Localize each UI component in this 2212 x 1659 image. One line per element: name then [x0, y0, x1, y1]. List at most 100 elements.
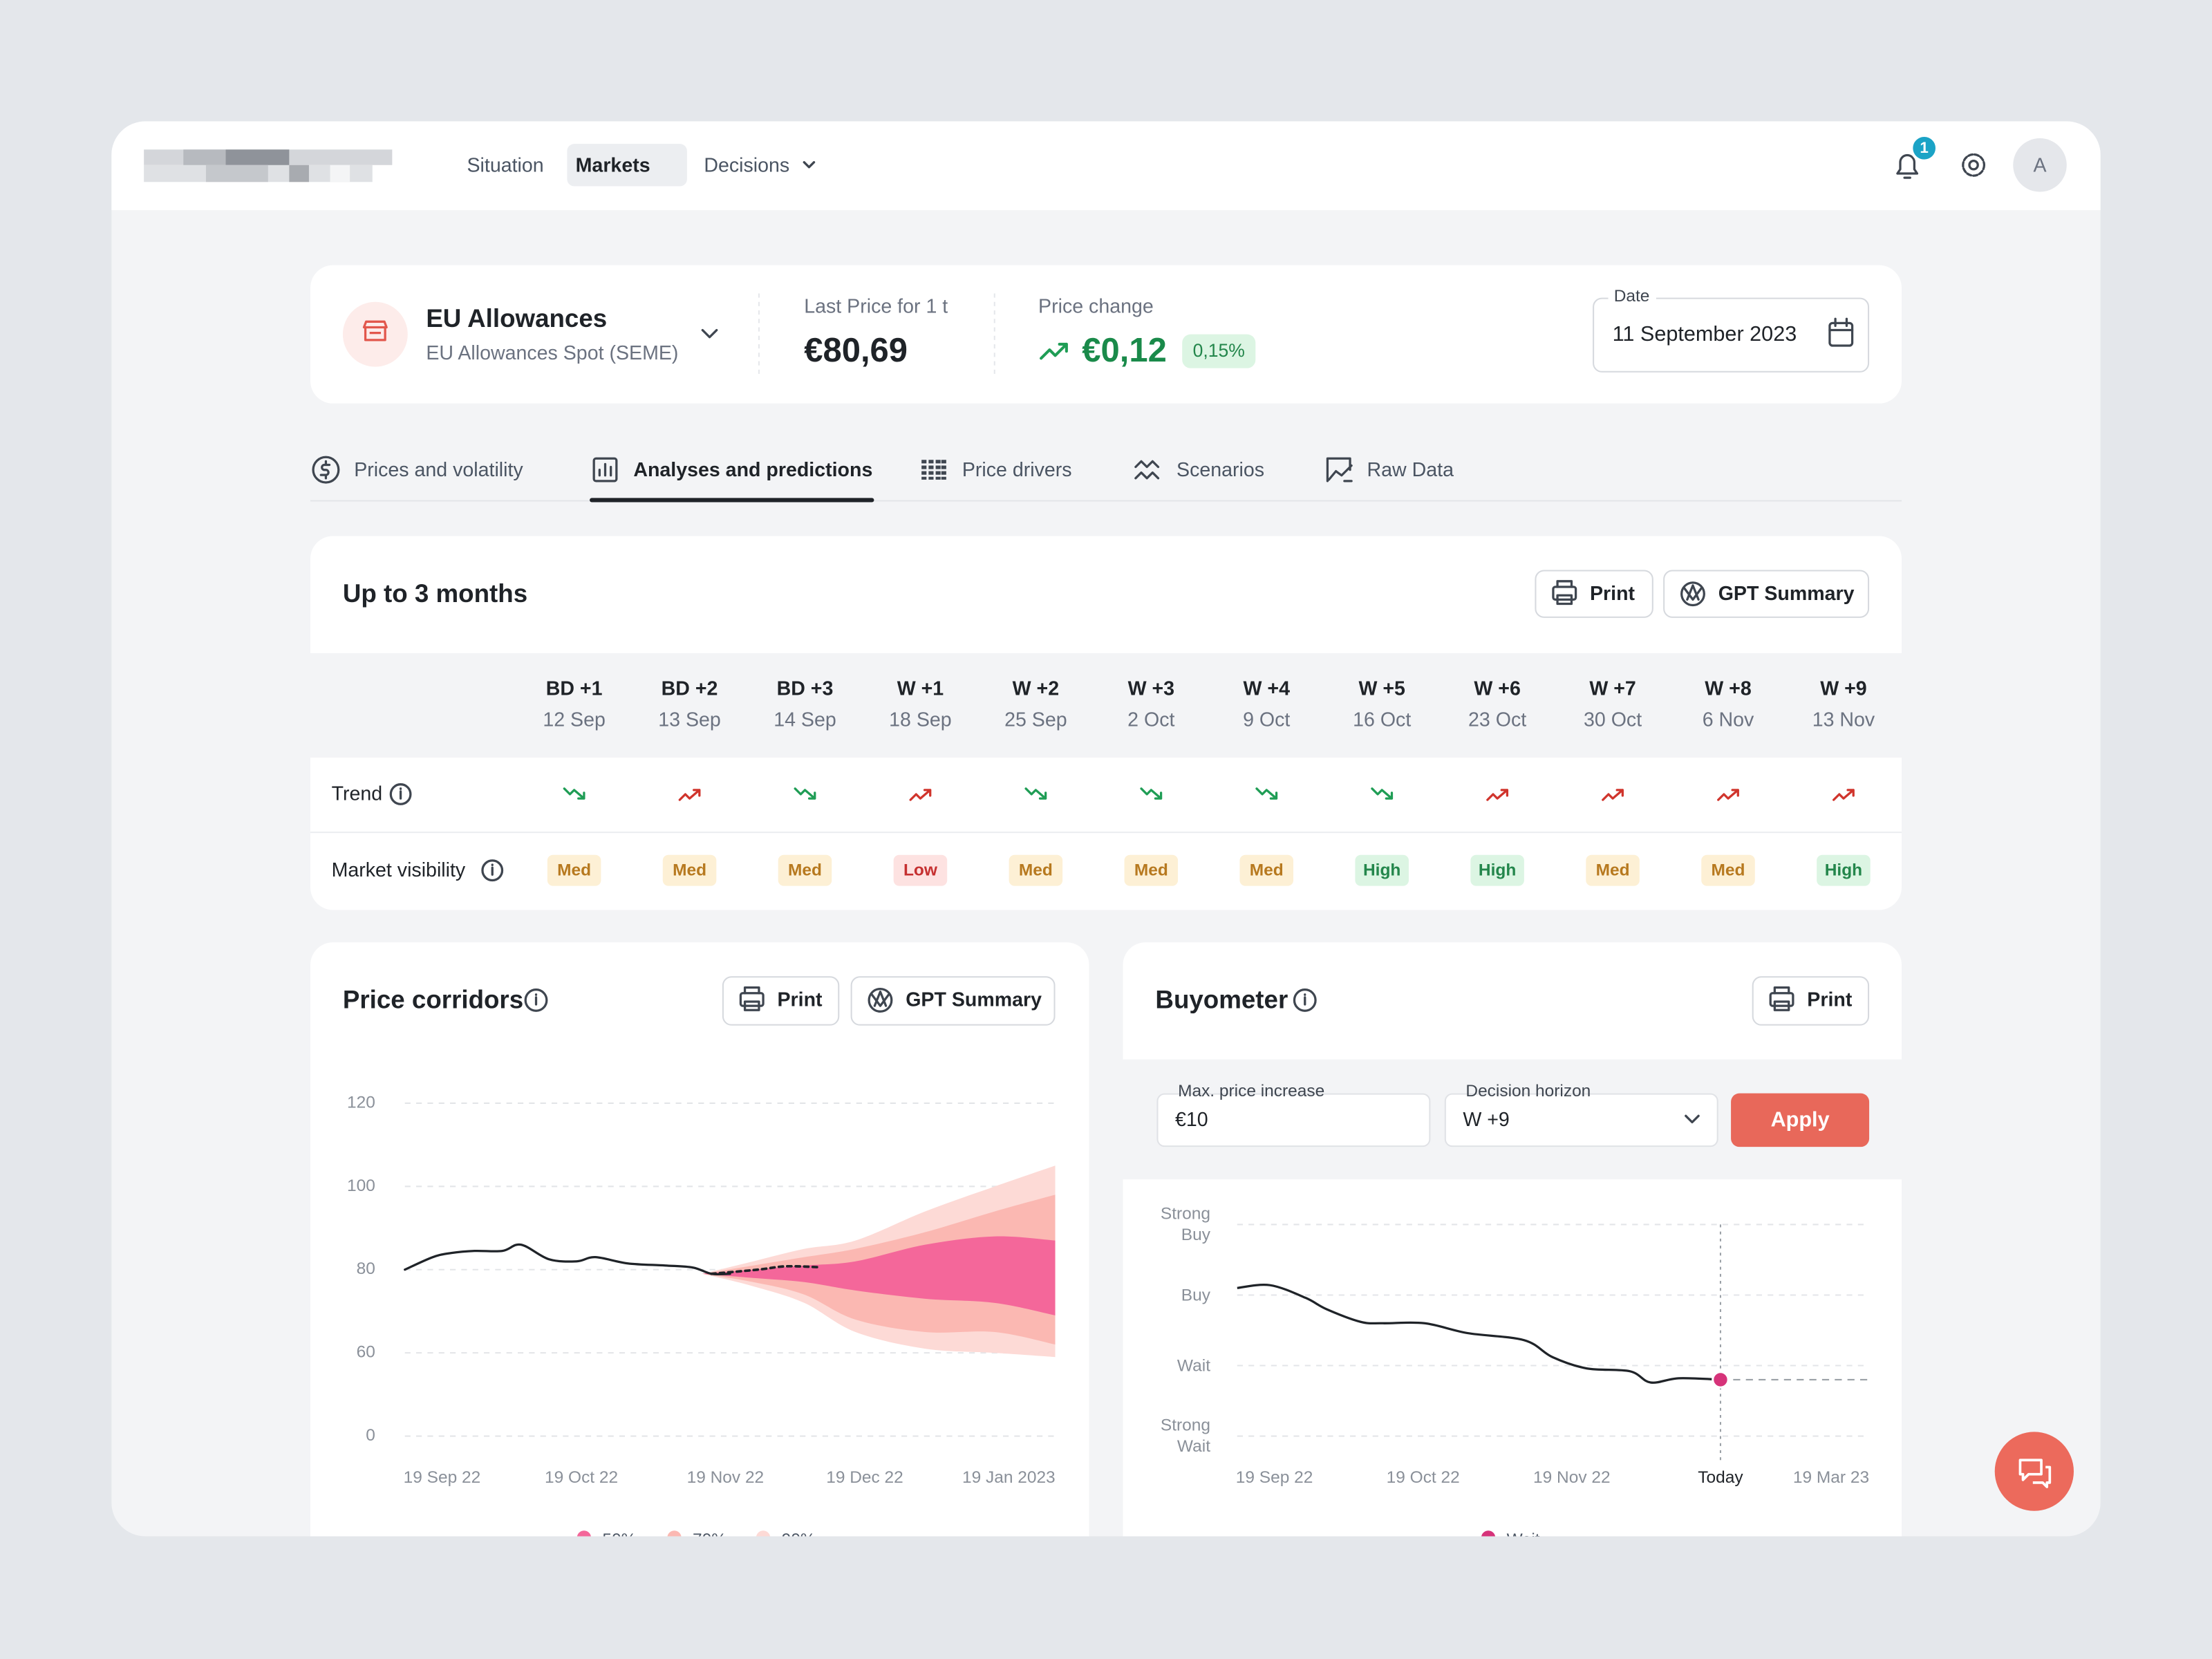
price-change-pct: 0,15% [1193, 340, 1245, 361]
period-date: 30 Oct [1584, 709, 1642, 731]
buyometer-line [1237, 1284, 1721, 1384]
corridors-card [310, 942, 1089, 1537]
legend-swatch [756, 1530, 771, 1537]
x-tick-label: 19 Oct 22 [1387, 1468, 1460, 1487]
period-date: 23 Oct [1468, 709, 1526, 731]
visibility-badge [1009, 854, 1063, 886]
print-button[interactable] [1752, 976, 1870, 1026]
visibility-label: Med [673, 861, 706, 880]
tab[interactable]: Price drivers [962, 459, 1072, 481]
y-tick-label: Wait [1177, 1355, 1211, 1375]
tab[interactable]: Prices and volatility [354, 459, 523, 481]
period: W +8 [1705, 678, 1751, 700]
period: W +2 [1013, 678, 1059, 700]
info-icon [389, 783, 412, 805]
print-label: Print [1590, 583, 1635, 605]
tab[interactable]: Raw Data [1367, 459, 1454, 481]
period-date: 25 Sep [1004, 709, 1067, 731]
print-button[interactable] [722, 976, 840, 1026]
trend-up [1040, 342, 1068, 360]
trend-icon [1833, 789, 1855, 801]
nav-item[interactable]: Decisions [704, 154, 789, 176]
avatar[interactable] [2013, 138, 2067, 192]
trend-icon [1602, 789, 1624, 801]
chart-title: Buyometer [1155, 986, 1288, 1014]
period-date: 9 Oct [1243, 709, 1290, 731]
chat-button[interactable] [1994, 1432, 2074, 1511]
x-tick-label: 19 Jan 2023 [962, 1468, 1056, 1487]
period: W +3 [1128, 678, 1174, 700]
info-icon [1293, 988, 1317, 1012]
input-label: Max. price increase [1178, 1082, 1324, 1100]
visibility-badge [1355, 854, 1409, 886]
period: W +1 [897, 678, 944, 700]
settings[interactable] [1962, 153, 1986, 177]
app: 1 A EU Allowances EU Allowances Spot (SE… [111, 121, 2101, 1549]
price-line [404, 1243, 731, 1276]
visibility-label: Low [903, 861, 938, 880]
last-price-label: Last Price for 1 t [804, 295, 948, 317]
y-tick-label: 0 [366, 1426, 375, 1445]
period: BD +1 [546, 678, 603, 700]
date-field[interactable] [1593, 297, 1870, 373]
gpt-button[interactable] [1663, 570, 1870, 618]
trend-icon [1255, 787, 1278, 800]
row-label: Market visibility [332, 859, 466, 881]
gpt-button[interactable] [850, 976, 1056, 1026]
x-tick-label: 19 Dec 22 [826, 1468, 903, 1487]
visibility-label: High [1825, 861, 1862, 880]
trend-icon [1486, 789, 1509, 801]
nav-item[interactable]: Markets [576, 154, 650, 176]
period: W +7 [1589, 678, 1635, 700]
visibility-badge [1817, 854, 1871, 886]
visibility-label: Med [557, 861, 591, 880]
x-tick-label: 19 Oct 22 [545, 1468, 618, 1487]
legend-label: 90% [782, 1530, 816, 1549]
visibility-label: High [1363, 861, 1400, 880]
instrument-select[interactable] [701, 328, 718, 339]
visibility-label: Med [1712, 861, 1745, 880]
period-date: 18 Sep [889, 709, 952, 731]
visibility-badge [1239, 854, 1294, 886]
y-tick-label: 100 [347, 1177, 375, 1195]
topbar [111, 121, 2101, 211]
apply-label: Apply [1771, 1108, 1830, 1132]
period: W +5 [1358, 678, 1405, 700]
print-label: Print [777, 989, 823, 1011]
y-tick-label: Buy [1181, 1284, 1211, 1304]
period: BD +2 [662, 678, 718, 700]
price-change-label: Price change [1038, 295, 1154, 317]
y-tick: Wait [1177, 1355, 1211, 1375]
trend-icon [1024, 787, 1047, 800]
apply-button[interactable] [1731, 1093, 1870, 1147]
trend-icon [563, 787, 585, 800]
visibility-label: Med [1250, 861, 1284, 880]
nav-item[interactable]: Situation [467, 154, 544, 176]
change-pill [1182, 334, 1256, 368]
print-icon [739, 986, 765, 1011]
current-marker [1712, 1371, 1730, 1389]
max-input[interactable] [1156, 1093, 1431, 1147]
horizon-select[interactable] [1444, 1093, 1718, 1147]
x-tick-label: 19 Nov 22 [1533, 1468, 1611, 1487]
period: W +4 [1244, 678, 1291, 700]
visibility-label: Med [1134, 861, 1168, 880]
store-icon [362, 320, 388, 341]
visibility-label: High [1479, 861, 1516, 880]
input-label: Decision horizon [1465, 1082, 1591, 1100]
x-tick-label: Today [1698, 1468, 1743, 1487]
print-icon [1769, 986, 1794, 1011]
tab[interactable]: Scenarios [1177, 459, 1264, 481]
y-tick: Buy [1181, 1284, 1211, 1304]
forecast-line [710, 1264, 820, 1275]
y-tick-label: 120 [347, 1093, 375, 1112]
tab[interactable]: Analyses and predictions [633, 459, 872, 481]
input-value: €10 [1175, 1109, 1208, 1131]
period-date: 6 Nov [1703, 709, 1754, 731]
forecast-title: Up to 3 months [343, 579, 527, 608]
trend-icon [1140, 787, 1163, 800]
visibility-badge [1470, 854, 1524, 886]
bell[interactable] [1896, 153, 1919, 179]
visibility-badge [662, 854, 717, 886]
table-header [310, 653, 1902, 758]
